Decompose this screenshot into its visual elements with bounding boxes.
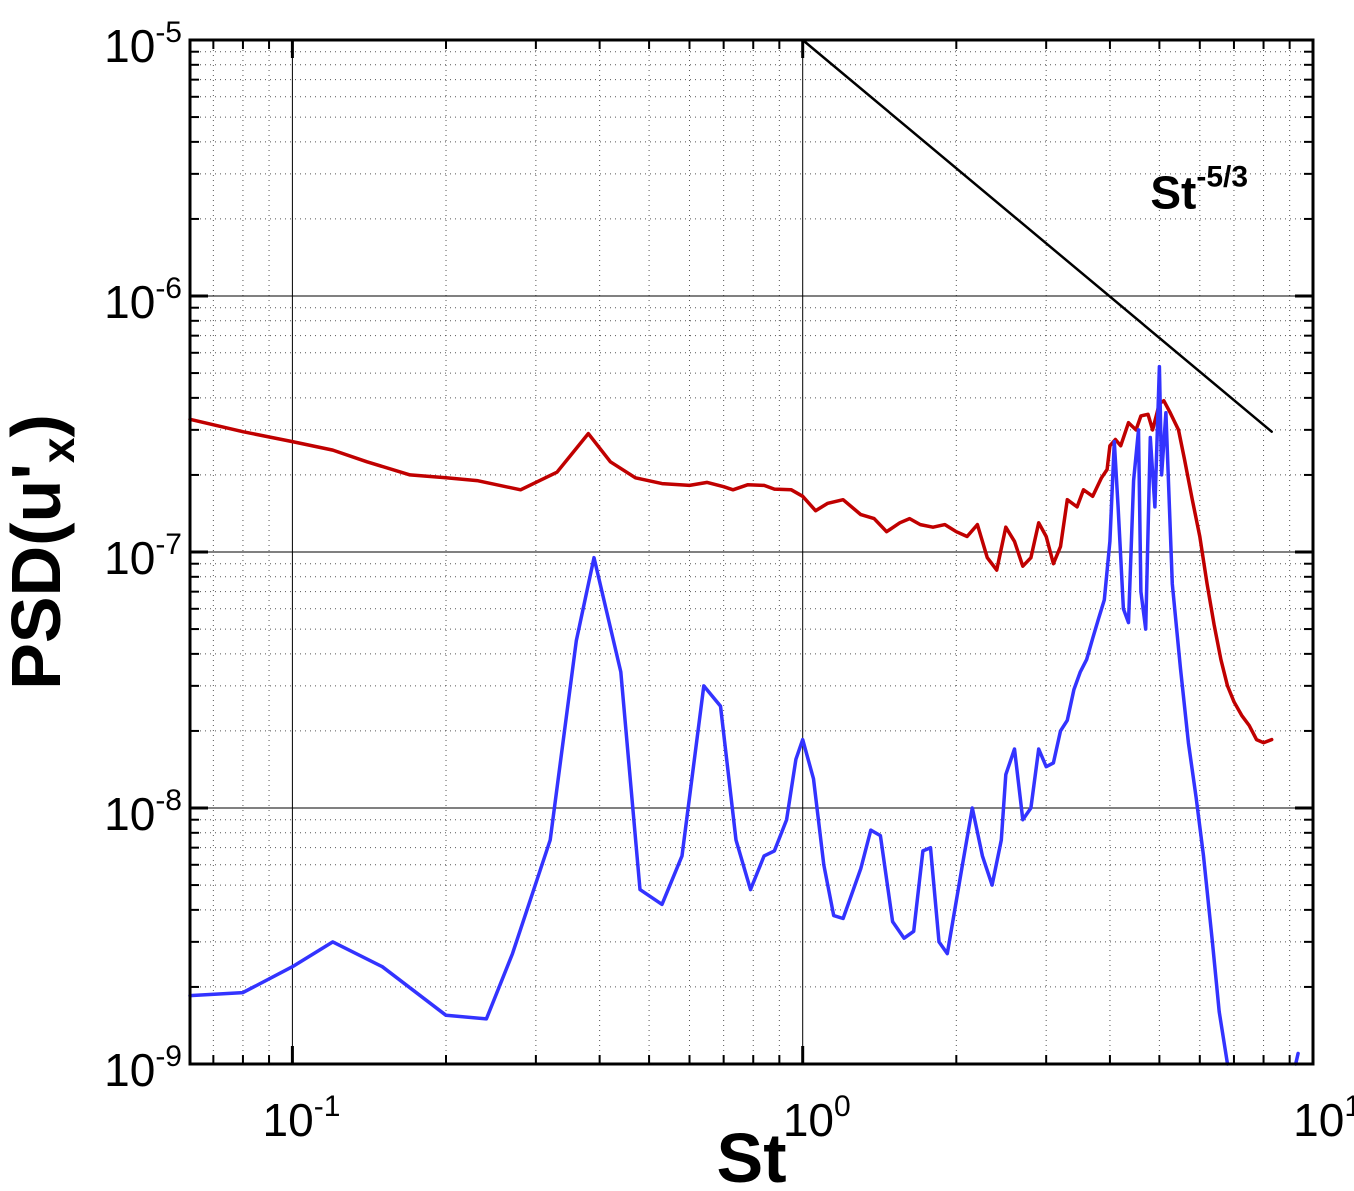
series-layer bbox=[188, 38, 1300, 1066]
x-tick-label-1: 100 bbox=[783, 1090, 851, 1146]
y-tick-label-2: 10-7 bbox=[104, 528, 182, 584]
x-tick-label-0: 10-1 bbox=[263, 1090, 341, 1146]
y-axis-title: PSD(u'x) bbox=[0, 414, 84, 690]
y-tick-label-4: 10-9 bbox=[104, 1040, 182, 1096]
x-axis-title: St bbox=[717, 1119, 787, 1191]
major-grid bbox=[190, 39, 1313, 1065]
minor-grid bbox=[190, 40, 1313, 1064]
series-line-1 bbox=[188, 364, 1300, 1066]
y-tick-label-0: 10-5 bbox=[104, 16, 182, 72]
y-tick-label-1: 10-6 bbox=[104, 272, 182, 328]
series-line-2 bbox=[801, 38, 1273, 433]
tick-marks bbox=[190, 38, 1313, 1066]
x-tick-label-2: 101 bbox=[1293, 1090, 1354, 1146]
y-tick-label-3: 10-8 bbox=[104, 784, 182, 840]
slope-annotation: St-5/3 bbox=[1150, 160, 1248, 218]
series-line-0 bbox=[188, 398, 1274, 745]
